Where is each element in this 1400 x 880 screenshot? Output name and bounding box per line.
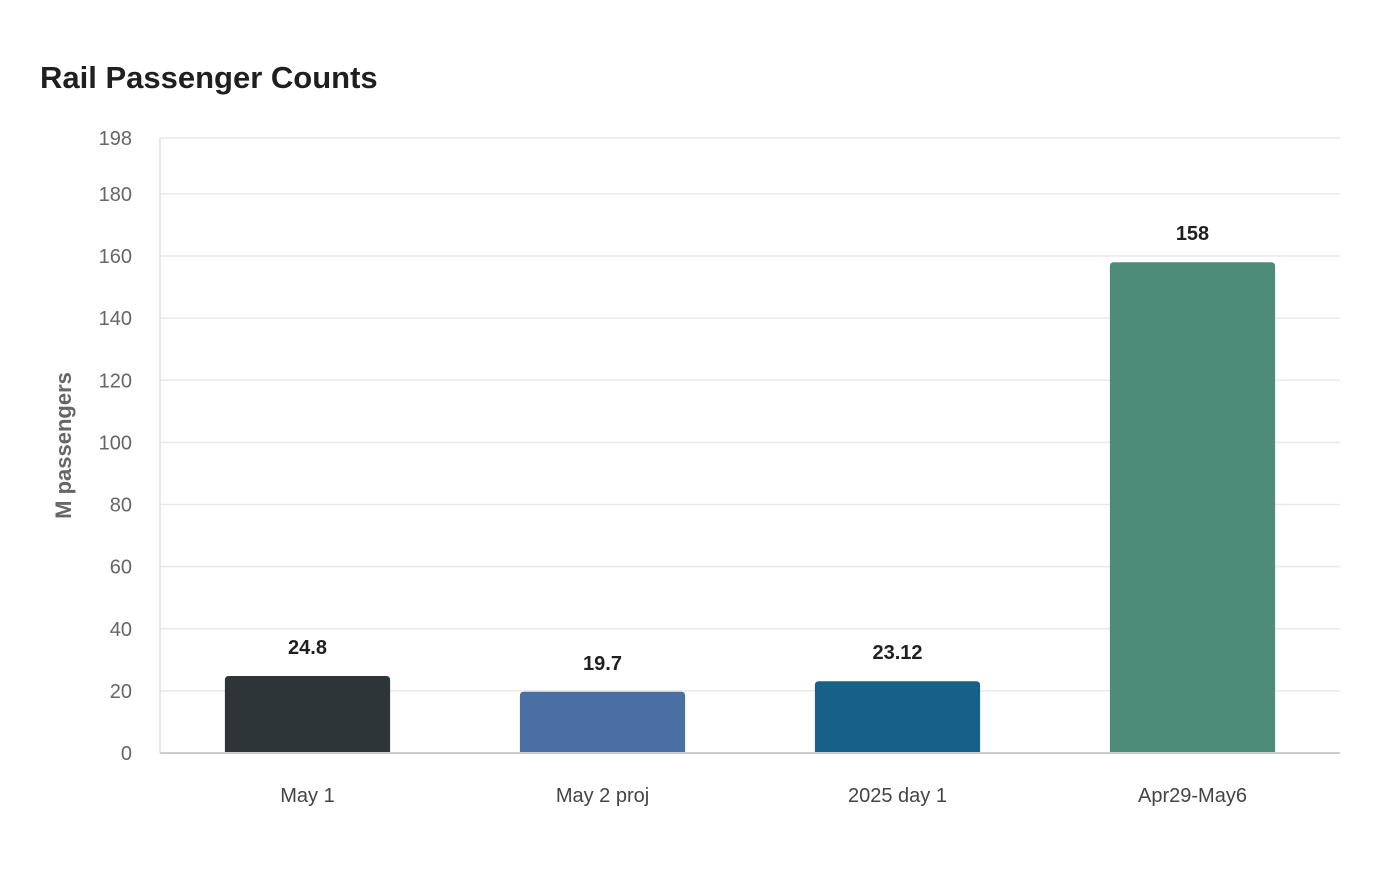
y-tick-label: 0 [121, 743, 132, 765]
y-tick-label: 40 [110, 619, 132, 641]
y-tick-label: 140 [99, 308, 132, 330]
x-axis-categories: May 1 May 2 proj 2025 day 1 Apr29-May6 [280, 785, 1247, 807]
x-category-label: May 1 [280, 785, 334, 807]
y-tick-label: 60 [110, 557, 132, 579]
value-labels: 24.8 19.7 23.12 158 [288, 223, 1209, 675]
x-category-label: May 2 proj [556, 785, 649, 807]
bar-4 [1109, 262, 1276, 753]
y-tick-label: 80 [110, 495, 132, 517]
y-tick-label: 100 [99, 432, 132, 454]
y-tick-label: 120 [99, 370, 132, 392]
y-tick-label: 160 [99, 246, 132, 268]
chart-title: Rail Passenger Counts [40, 60, 378, 95]
value-label: 158 [1176, 223, 1209, 245]
x-category-label: Apr29-May6 [1138, 785, 1247, 807]
value-label: 24.8 [288, 637, 327, 659]
y-tick-label: 198 [99, 128, 132, 150]
x-category-label: 2025 day 1 [848, 785, 947, 807]
bars [224, 262, 1276, 753]
bar-2 [519, 691, 686, 753]
value-label: 19.7 [583, 653, 622, 675]
bar-3 [814, 681, 981, 753]
y-tick-label: 180 [99, 184, 132, 206]
y-axis-title: M passengers [51, 372, 76, 519]
value-label: 23.12 [872, 642, 922, 664]
y-axis-ticks: 0 20 40 60 80 100 120 140 160 180 198 [99, 128, 132, 765]
y-tick-label: 20 [110, 681, 132, 703]
bar-1 [224, 675, 391, 753]
